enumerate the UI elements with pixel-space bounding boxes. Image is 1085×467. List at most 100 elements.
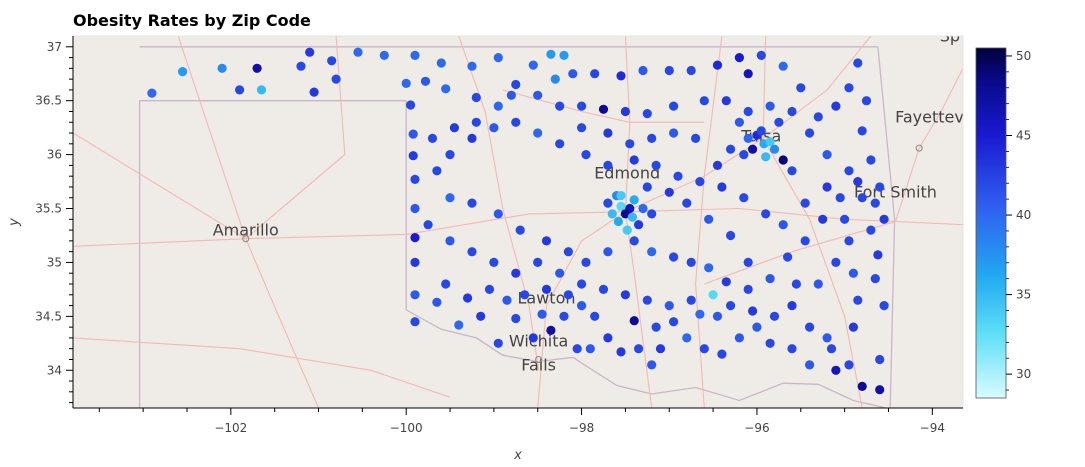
data-point — [511, 79, 521, 90]
data-point — [620, 290, 631, 300]
data-point — [410, 233, 420, 243]
colorbar-tick-label: 50 — [1016, 49, 1031, 63]
data-point — [857, 126, 867, 136]
road-10 — [762, 138, 863, 408]
city-marker — [242, 235, 250, 243]
road-11 — [704, 220, 896, 285]
data-point — [541, 236, 552, 246]
data-point — [686, 65, 696, 76]
data-point — [669, 101, 679, 111]
x-tick-label: −102 — [214, 421, 247, 435]
y-tick-label: 34.5 — [35, 309, 62, 323]
data-point — [445, 150, 455, 160]
data-point — [603, 198, 613, 208]
data-point — [147, 88, 157, 98]
data-point — [769, 144, 780, 154]
data-point — [673, 171, 683, 181]
colorbar-tick-label: 35 — [1016, 288, 1031, 302]
data-point — [634, 344, 644, 354]
data-point — [778, 220, 788, 230]
data-point — [598, 284, 609, 294]
data-point — [506, 90, 516, 100]
colorbar: 30 35 40 45 50 — [975, 47, 1031, 399]
road-12 — [894, 68, 963, 222]
data-point — [704, 263, 714, 273]
data-point — [449, 123, 459, 133]
data-point — [410, 257, 420, 267]
data-point — [831, 101, 841, 111]
data-point — [761, 209, 771, 219]
data-point — [603, 128, 613, 138]
data-point — [682, 333, 692, 343]
data-point — [734, 333, 745, 343]
data-point — [844, 236, 854, 246]
data-point — [493, 338, 503, 348]
data-point — [533, 257, 543, 267]
data-point — [831, 257, 841, 267]
data-point — [743, 106, 753, 117]
data-point — [590, 311, 600, 321]
data-point — [476, 311, 486, 321]
y-axis: 34 34.5 35 35.5 36 36.5 37 — [35, 36, 74, 408]
data-point — [761, 152, 771, 162]
data-point — [401, 78, 411, 88]
data-point — [726, 230, 736, 241]
data-point — [642, 182, 652, 192]
data-point — [327, 56, 337, 66]
y-tick-label: 35.5 — [35, 202, 62, 216]
basemap: AmarilloLawtonWichitaFallsEdmondTulsaFay… — [73, 26, 963, 408]
x-axis-label: x — [513, 448, 522, 463]
state-border-red-river — [405, 100, 889, 408]
data-point — [734, 53, 745, 63]
data-point — [748, 306, 758, 316]
road-13 — [73, 337, 451, 398]
data-point — [873, 250, 883, 260]
data-point — [537, 309, 547, 319]
y-tick-label: 37 — [47, 40, 62, 54]
data-point — [493, 209, 503, 219]
data-point — [875, 182, 885, 192]
data-point — [577, 123, 587, 133]
data-point — [682, 198, 692, 208]
data-point — [844, 360, 854, 370]
data-point — [533, 90, 543, 100]
data-point — [616, 347, 626, 357]
data-point — [739, 150, 749, 160]
colorbar-gradient — [975, 47, 1007, 399]
data-point — [217, 63, 227, 73]
x-tick-label: −94 — [920, 421, 945, 435]
data-point — [572, 344, 582, 354]
data-point — [581, 257, 591, 267]
data-point — [441, 84, 451, 94]
data-point — [787, 301, 797, 311]
road-8 — [458, 36, 540, 371]
data-point — [493, 53, 503, 63]
data-point — [511, 117, 521, 127]
data-point — [515, 225, 525, 235]
data-point — [699, 96, 709, 106]
plot-area[interactable]: AmarilloLawtonWichitaFallsEdmondTulsaFay… — [73, 26, 987, 413]
data-point — [739, 193, 749, 203]
data-point — [721, 96, 731, 106]
data-point — [471, 117, 481, 127]
data-point — [835, 193, 845, 203]
data-point — [721, 277, 731, 287]
data-point — [638, 203, 648, 214]
data-point — [467, 247, 477, 257]
data-point — [726, 144, 736, 154]
data-point — [717, 182, 727, 192]
data-point — [844, 83, 854, 93]
data-point — [695, 177, 705, 187]
data-point — [866, 225, 876, 235]
data-point — [441, 279, 451, 289]
data-point — [471, 92, 481, 103]
basemap-label: Sp — [940, 26, 960, 45]
data-point — [857, 381, 867, 391]
data-point — [408, 129, 418, 139]
data-point — [463, 293, 473, 303]
basemap-background — [73, 36, 963, 408]
data-point — [629, 195, 639, 205]
data-point — [598, 104, 609, 114]
city-marker — [915, 144, 923, 152]
data-point — [857, 193, 867, 203]
